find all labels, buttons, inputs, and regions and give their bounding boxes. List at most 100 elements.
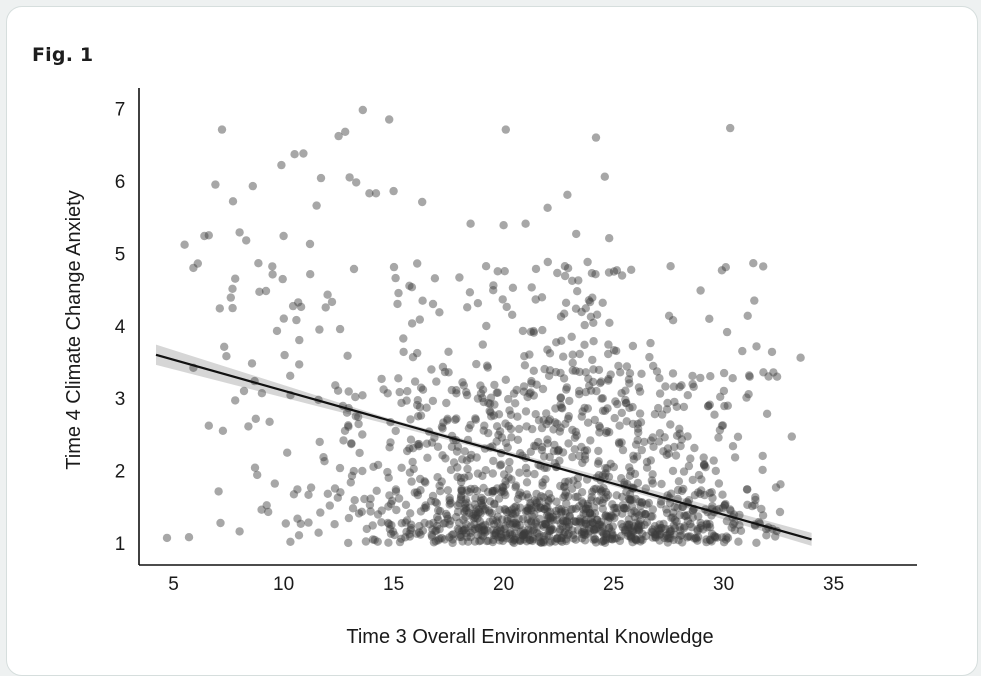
data-point: [488, 537, 497, 547]
data-point: [636, 535, 645, 544]
data-point: [412, 529, 421, 538]
data-point: [565, 396, 574, 406]
data-point: [372, 486, 381, 495]
data-point: [413, 396, 422, 405]
data-point: [669, 508, 678, 517]
data-point: [323, 489, 332, 498]
data-point: [435, 525, 444, 534]
data-point: [590, 534, 599, 543]
data-point: [498, 295, 507, 304]
data-point: [751, 495, 760, 505]
data-point: [429, 518, 438, 528]
data-point: [358, 466, 367, 476]
data-point: [769, 368, 778, 377]
data-point: [462, 388, 471, 397]
data-point: [560, 506, 570, 516]
data-point: [481, 504, 490, 513]
data-point: [391, 487, 401, 496]
data-point: [413, 400, 422, 410]
data-point: [513, 412, 522, 421]
data-point: [608, 500, 617, 509]
data-point: [295, 360, 304, 369]
data-point: [482, 321, 491, 331]
data-point: [479, 426, 488, 435]
data-point: [581, 504, 591, 513]
data-point: [706, 535, 715, 545]
data-point: [605, 534, 614, 543]
data-point: [758, 451, 767, 461]
data-point: [632, 508, 641, 517]
data-point: [625, 489, 635, 499]
data-point: [441, 454, 450, 463]
data-point: [476, 496, 485, 505]
data-point: [477, 530, 486, 540]
data-point: [520, 352, 529, 361]
data-point: [527, 283, 536, 292]
data-point: [323, 290, 332, 299]
data-point: [655, 520, 664, 529]
data-point: [452, 447, 462, 456]
data-point: [693, 525, 702, 534]
data-point: [632, 452, 642, 461]
data-point: [592, 310, 602, 319]
data-point: [490, 500, 499, 509]
data-point: [677, 531, 686, 540]
data-point: [521, 463, 531, 473]
data-point: [622, 417, 631, 426]
data-point: [602, 493, 611, 502]
data-point: [516, 527, 525, 536]
data-point: [218, 426, 228, 435]
data-point: [325, 501, 334, 510]
data-point: [599, 494, 609, 504]
data-point: [664, 534, 673, 543]
data-point: [752, 538, 761, 547]
data-point: [289, 490, 299, 499]
data-point: [598, 406, 608, 415]
data-point: [294, 531, 304, 540]
data-point: [603, 512, 612, 521]
data-point: [415, 315, 424, 324]
data-point: [656, 500, 665, 509]
data-point: [427, 530, 436, 540]
data-point: [525, 535, 534, 545]
data-point: [401, 500, 411, 509]
data-point: [679, 524, 689, 533]
data-point: [751, 493, 760, 502]
data-point: [668, 369, 678, 378]
data-point: [415, 403, 425, 412]
data-point: [550, 418, 560, 427]
data-point: [743, 311, 752, 320]
data-point: [405, 444, 414, 453]
data-point: [504, 473, 513, 482]
data-point: [204, 421, 213, 430]
data-point: [637, 445, 646, 455]
data-point: [675, 511, 684, 520]
data-point: [366, 507, 375, 516]
data-point: [536, 503, 545, 512]
data-point: [545, 526, 554, 536]
data-point: [488, 469, 497, 478]
data-point: [528, 512, 537, 521]
data-point: [580, 455, 590, 464]
data-point: [430, 433, 439, 442]
data-point: [448, 538, 457, 548]
data-point: [491, 528, 500, 537]
data-point: [635, 387, 645, 396]
data-point: [514, 490, 524, 499]
data-point: [184, 533, 194, 542]
data-point: [501, 529, 510, 538]
data-point: [489, 535, 498, 545]
data-point: [526, 388, 535, 397]
data-point: [524, 519, 533, 528]
data-point: [564, 412, 573, 421]
data-point: [771, 532, 780, 541]
data-point: [575, 349, 584, 359]
data-point: [498, 486, 507, 496]
data-point: [489, 281, 498, 290]
data-point: [725, 505, 735, 514]
data-point: [389, 186, 398, 196]
data-point: [449, 458, 459, 467]
data-point: [568, 526, 577, 535]
data-point: [738, 346, 747, 356]
trend-line: [155, 353, 812, 541]
